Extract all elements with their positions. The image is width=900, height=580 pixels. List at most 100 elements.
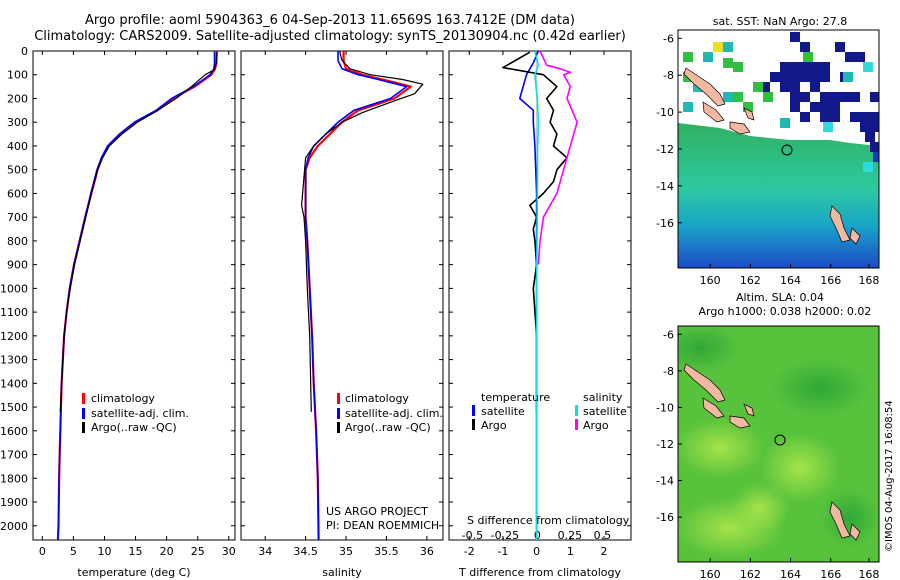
sst-pixel: [790, 62, 800, 72]
x-axis-label: T difference from climatology: [458, 566, 621, 579]
legend-swatch-argo: [337, 422, 340, 433]
series-line-salinity-satellite: [534, 50, 540, 540]
sst-pixel: [790, 102, 800, 112]
y-tick-label: 1100: [0, 306, 28, 319]
y-tick-label: 1700: [0, 449, 28, 462]
lat-tick-label: -12: [656, 438, 674, 451]
sst-pixel: [790, 32, 800, 42]
legend-swatch-climatology: [337, 393, 340, 404]
sst-pixel: [823, 122, 833, 132]
x-top-tick-label: 0.25: [558, 529, 583, 542]
legend-swatch-satellite: [82, 408, 85, 419]
x-top-tick-label: 0: [534, 529, 541, 542]
sst-pixel: [810, 82, 820, 92]
lat-tick-label: -12: [656, 143, 674, 156]
x-axis-label: salinity: [322, 566, 362, 579]
lat-tick-label: -10: [656, 401, 674, 414]
lon-tick-label: 164: [780, 568, 801, 580]
lat-tick-label: -10: [656, 106, 674, 119]
series-line-salinity-argo: [537, 50, 578, 265]
island-guadalcanal: [729, 121, 751, 135]
island-espiritu-santo: [829, 501, 851, 539]
y-tick-label: 300: [7, 116, 28, 129]
sst-pixel: [790, 92, 800, 102]
legend-climatology: climatology: [345, 392, 409, 405]
x-tick-label: 2: [601, 545, 608, 558]
y-tick-label: 900: [7, 259, 28, 272]
sst-pixel: [800, 62, 810, 72]
sst-pixel: [810, 72, 820, 82]
x-top-tick-label: 0.5: [594, 529, 612, 542]
sst-pixel: [780, 62, 790, 72]
lat-tick-label: -16: [656, 511, 674, 524]
sst-pixel: [860, 122, 870, 132]
legend-temp-argo: Argo: [481, 419, 507, 432]
sst-pixel: [873, 152, 879, 162]
y-tick-label: 600: [7, 187, 28, 200]
sst-pixel: [830, 92, 840, 102]
island-santa-isabel: [702, 101, 725, 123]
y-tick-label: 1000: [0, 282, 28, 295]
sst-pixel: [865, 132, 875, 142]
sst-pixel: [830, 102, 840, 112]
sst-pixel: [810, 62, 820, 72]
sst-pixel: [863, 162, 873, 172]
sst-pixel: [850, 112, 860, 122]
series-line-temperature-argo: [502, 51, 568, 412]
y-tick-label: 1200: [0, 330, 28, 343]
difference-legend: temperature salinity satellite Argo sate…: [467, 391, 630, 527]
lat-tick-label: -8: [663, 69, 674, 82]
lon-tick-label: 168: [858, 568, 879, 580]
legend-satellite: satellite-adj. clim.: [91, 407, 189, 420]
legend-swatch-climatology: [82, 393, 85, 404]
lon-tick-label: 168: [858, 274, 879, 287]
sst-pixel: [830, 112, 840, 122]
y-tick-label: 100: [7, 69, 28, 82]
y-tick-label: 1500: [0, 401, 28, 414]
sst-pixel: [820, 102, 830, 112]
sst-pixel: [820, 62, 830, 72]
y-tick-label: 1400: [0, 377, 28, 390]
sst-pixel: [713, 42, 723, 52]
y-tick-label: 1800: [0, 472, 28, 485]
x-tick-label: 0: [39, 545, 46, 558]
island-malekula: [849, 227, 861, 245]
sst-pixel: [723, 42, 733, 52]
profile-charts: 0 5 10 15 20 25 300100200300400500600700800900…: [0, 45, 632, 579]
lat-tick-label: -14: [656, 180, 674, 193]
lat-tick-label: -6: [663, 328, 674, 341]
lat-tick-label: -6: [663, 32, 674, 45]
lat-tick-label: -14: [656, 475, 674, 488]
sst-pixel: [760, 82, 770, 92]
legend-sal-argo: Argo: [583, 419, 609, 432]
x-tick-label: -1: [497, 545, 508, 558]
x-top-tick-label: -0.25: [491, 529, 519, 542]
plot-title-line1: Argo profile: aoml 5904363_6 04-Sep-2013…: [85, 13, 575, 28]
sst-pixel: [723, 92, 733, 102]
x-tick-label: 10: [97, 545, 111, 558]
sst-pixel: [733, 62, 743, 72]
legend-argo: Argo(..raw -QC): [345, 421, 431, 434]
sla-map: 160 162 164 166 168 -6 -8 -10 -12 -14 -16: [656, 325, 880, 580]
sst-pixel: [870, 122, 879, 132]
temperature-panel: 0 5 10 15 20 25 300100200300400500600700800900…: [0, 45, 236, 579]
y-tick-label: 1600: [0, 425, 28, 438]
sst-pixel: [863, 62, 873, 72]
island-choiseul: [683, 363, 726, 403]
sla-map-title: Altim. SLA: 0.04: [735, 291, 825, 304]
y-tick-label: 800: [7, 235, 28, 248]
sla-map-subtitle: Argo h1000: 0.038 h2000: 0.02: [698, 305, 872, 318]
legend-swatch-temp-argo: [472, 419, 475, 430]
sst-pixel: [733, 92, 743, 102]
legend-swatch-argo: [82, 422, 85, 433]
sst-pixel: [820, 72, 830, 82]
lat-tick-label: -8: [663, 365, 674, 378]
salinity-legend: climatology satellite-adj. clim. Argo(..…: [326, 392, 443, 532]
argo-float-marker: [781, 144, 793, 156]
sst-pixel: [780, 82, 790, 92]
legend-sal-satellite: satellite: [583, 405, 627, 418]
s-difference-label: S difference from climatology: [467, 514, 630, 527]
lon-tick-label: 166: [820, 568, 841, 580]
legend-argo: Argo(..raw -QC): [91, 421, 177, 434]
x-top-tick-label: -0.5: [462, 529, 483, 542]
